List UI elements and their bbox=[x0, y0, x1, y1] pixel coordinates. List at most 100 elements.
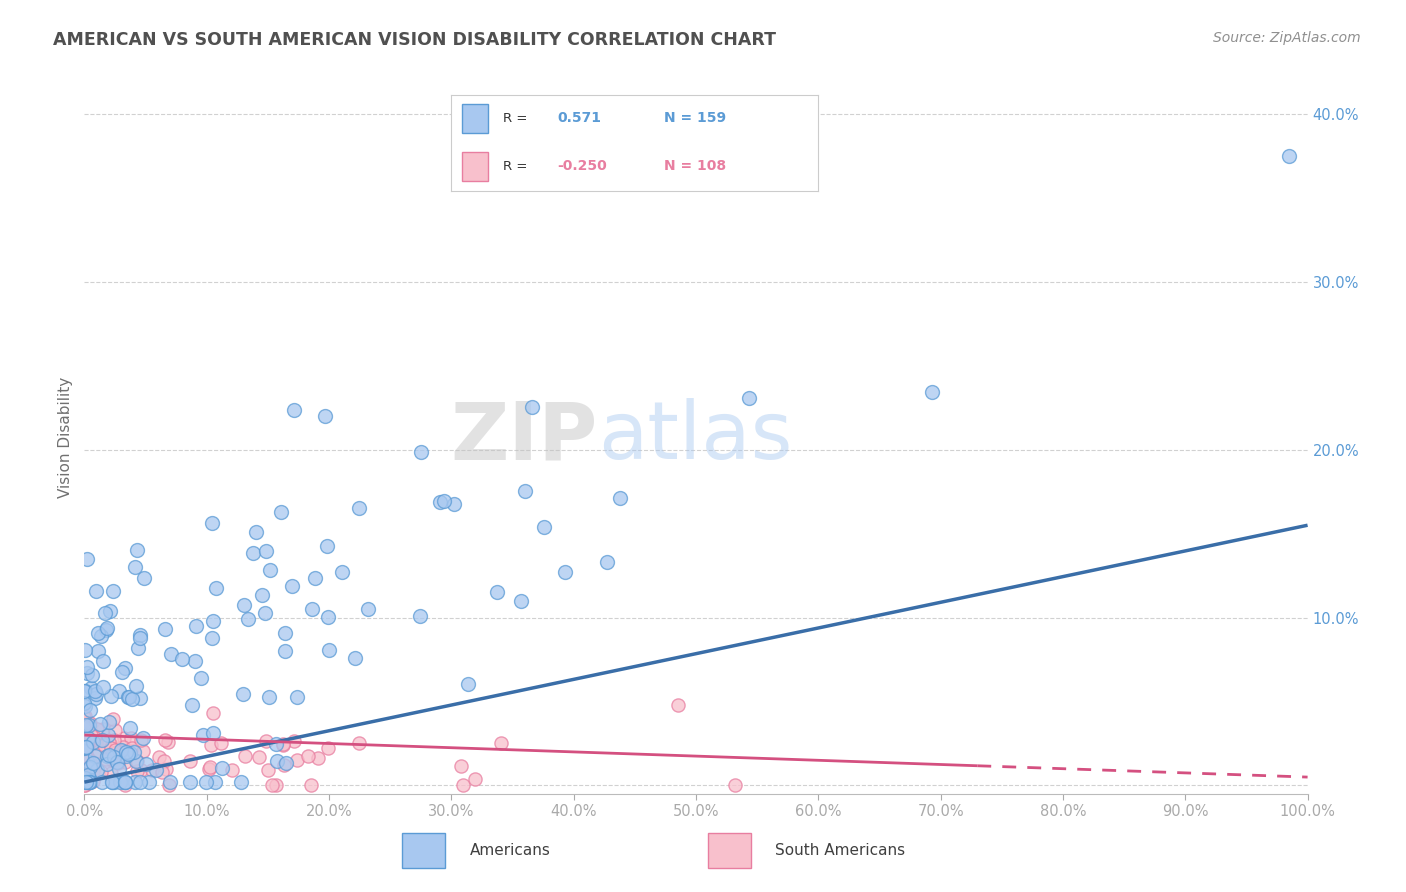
Point bbox=[86, 763, 108, 777]
Point bbox=[101, 584, 124, 599]
Point bbox=[274, 643, 297, 657]
Point bbox=[485, 585, 508, 599]
Point bbox=[100, 739, 122, 754]
Point bbox=[450, 759, 472, 773]
Point bbox=[236, 612, 259, 626]
Point bbox=[75, 718, 97, 732]
Point bbox=[100, 690, 122, 704]
Point bbox=[91, 723, 114, 737]
Point bbox=[281, 579, 304, 593]
Point bbox=[127, 641, 149, 656]
Point bbox=[111, 744, 134, 758]
Point bbox=[157, 778, 180, 792]
Point bbox=[82, 774, 104, 789]
Point bbox=[103, 775, 125, 789]
Point bbox=[121, 731, 143, 745]
Point bbox=[148, 750, 170, 764]
Point bbox=[533, 519, 555, 533]
Point bbox=[201, 706, 224, 721]
Point bbox=[209, 736, 232, 750]
Point bbox=[184, 619, 207, 633]
Point bbox=[554, 565, 576, 579]
Point bbox=[124, 775, 146, 789]
Point bbox=[509, 593, 531, 607]
Point bbox=[100, 766, 122, 780]
Text: Source: ZipAtlas.com: Source: ZipAtlas.com bbox=[1213, 31, 1361, 45]
Point bbox=[118, 690, 141, 705]
Point bbox=[79, 703, 101, 717]
Point bbox=[347, 735, 370, 749]
Point bbox=[121, 740, 143, 755]
Point bbox=[76, 739, 98, 753]
Point bbox=[94, 752, 117, 766]
Point bbox=[89, 764, 111, 779]
Point bbox=[80, 757, 103, 772]
Point bbox=[155, 733, 177, 747]
Point bbox=[76, 660, 98, 674]
Point bbox=[318, 610, 340, 624]
Point bbox=[110, 774, 132, 789]
Point bbox=[112, 731, 135, 745]
Point bbox=[73, 696, 96, 710]
Point bbox=[666, 698, 689, 712]
Point bbox=[316, 539, 339, 553]
Text: AMERICAN VS SOUTH AMERICAN VISION DISABILITY CORRELATION CHART: AMERICAN VS SOUTH AMERICAN VISION DISABI… bbox=[53, 31, 776, 49]
Point bbox=[522, 400, 544, 414]
Point bbox=[86, 687, 108, 701]
Point bbox=[73, 748, 96, 763]
Point bbox=[107, 756, 129, 770]
Point bbox=[79, 775, 101, 789]
Point bbox=[83, 690, 105, 705]
Point bbox=[145, 763, 167, 777]
Point bbox=[443, 497, 465, 511]
Point bbox=[103, 750, 125, 764]
Point bbox=[153, 754, 176, 768]
Point bbox=[77, 728, 100, 742]
Point bbox=[117, 690, 139, 704]
Point bbox=[76, 754, 98, 768]
Point bbox=[153, 623, 176, 637]
Point bbox=[94, 607, 117, 621]
Point bbox=[201, 516, 224, 531]
Point bbox=[264, 778, 287, 792]
Point bbox=[100, 775, 122, 789]
Point bbox=[197, 762, 219, 776]
Text: atlas: atlas bbox=[598, 398, 793, 476]
Point bbox=[75, 740, 97, 755]
Point bbox=[73, 684, 96, 698]
Point bbox=[98, 735, 121, 749]
Point bbox=[86, 722, 108, 736]
Point bbox=[73, 730, 96, 744]
Point bbox=[266, 754, 288, 768]
Point bbox=[191, 728, 214, 742]
Point bbox=[79, 760, 101, 774]
Point bbox=[79, 715, 101, 730]
Point bbox=[75, 775, 97, 789]
Point bbox=[297, 748, 319, 763]
Point bbox=[77, 775, 100, 789]
Point bbox=[76, 552, 98, 566]
Point bbox=[270, 505, 292, 519]
Point bbox=[93, 738, 115, 752]
Point bbox=[195, 774, 218, 789]
Point bbox=[75, 772, 97, 786]
Point bbox=[134, 571, 156, 585]
Point bbox=[262, 778, 284, 792]
Point bbox=[609, 491, 631, 505]
Point bbox=[343, 650, 366, 665]
Point bbox=[285, 753, 308, 767]
Point bbox=[73, 710, 96, 724]
Point bbox=[108, 745, 131, 759]
Point bbox=[75, 748, 97, 763]
Point bbox=[108, 775, 131, 789]
Point bbox=[105, 755, 128, 769]
Point bbox=[357, 601, 380, 615]
Point bbox=[349, 500, 371, 515]
Point bbox=[921, 385, 943, 400]
Point bbox=[1278, 149, 1301, 163]
Point bbox=[124, 680, 146, 694]
Point bbox=[254, 543, 277, 558]
Point bbox=[200, 738, 222, 752]
Point bbox=[274, 626, 297, 640]
Point bbox=[276, 756, 298, 770]
